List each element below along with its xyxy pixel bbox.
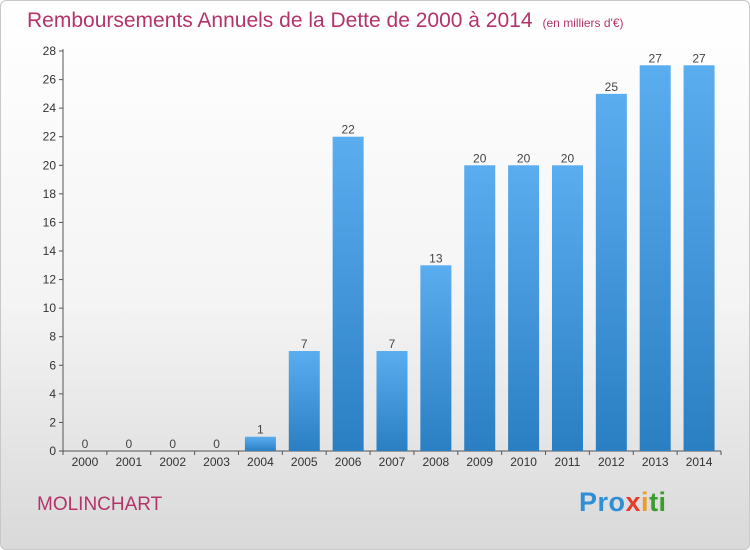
x-tick-label: 2012 — [598, 455, 625, 469]
chart-labels: 2000020010200202003020041200572006222007… — [72, 51, 713, 469]
value-label: 25 — [605, 80, 619, 94]
x-tick-label: 2009 — [466, 455, 493, 469]
x-tick-label: 2008 — [423, 455, 450, 469]
x-tick-label: 2003 — [203, 455, 230, 469]
bar-2008 — [420, 265, 452, 451]
proxiti-logo: Proxiti — [579, 487, 667, 517]
value-label: 7 — [301, 337, 308, 351]
bar-2014 — [683, 65, 715, 452]
value-label: 13 — [429, 251, 443, 265]
x-tick-label: 2010 — [510, 455, 537, 469]
value-label: 20 — [561, 151, 575, 165]
y-tick-label: 0 — [49, 444, 56, 458]
x-tick-label: 2001 — [115, 455, 142, 469]
x-tick-label: 2014 — [686, 455, 713, 469]
chart-bars — [244, 65, 715, 452]
bar-2010 — [508, 165, 540, 452]
bar-2013 — [639, 65, 671, 452]
y-tick-label: 2 — [49, 415, 56, 429]
y-tick-label: 8 — [49, 330, 56, 344]
x-tick-label: 2002 — [159, 455, 186, 469]
x-tick-label: 2007 — [379, 455, 406, 469]
y-tick-label: 4 — [49, 387, 56, 401]
y-tick-label: 16 — [43, 215, 57, 229]
x-tick-label: 2013 — [642, 455, 669, 469]
value-label: 27 — [692, 51, 706, 65]
chart-title-text: Remboursements Annuels de la Dette de 20… — [27, 9, 533, 32]
x-tick-label: 2004 — [247, 455, 274, 469]
x-tick-label: 2011 — [555, 455, 581, 469]
y-tick-label: 24 — [43, 101, 57, 115]
y-tick-label: 10 — [43, 301, 57, 315]
value-label: 1 — [257, 423, 264, 437]
value-label: 27 — [649, 51, 663, 65]
value-label: 0 — [125, 437, 132, 451]
value-label: 7 — [389, 337, 396, 351]
commune-name: MOLINCHART — [37, 494, 163, 515]
y-tick-label: 12 — [43, 273, 57, 287]
y-tick-label: 14 — [43, 244, 57, 258]
bar-2005 — [288, 351, 320, 451]
bar-2007 — [376, 351, 408, 451]
bar-2006 — [332, 136, 364, 451]
y-tick-label: 26 — [43, 73, 57, 87]
value-label: 20 — [517, 151, 531, 165]
y-tick-label: 6 — [49, 358, 56, 372]
y-tick-label: 20 — [43, 158, 57, 172]
y-tick-label: 28 — [43, 44, 57, 58]
bar-2009 — [464, 165, 496, 452]
bar-2012 — [595, 93, 627, 451]
value-label: 20 — [473, 151, 487, 165]
x-tick-label: 2005 — [291, 455, 318, 469]
chart-unit: (en milliers d'€) — [542, 16, 624, 30]
bar-2004 — [244, 436, 276, 451]
x-tick-label: 2006 — [335, 455, 362, 469]
value-label: 22 — [341, 123, 355, 137]
value-label: 0 — [169, 437, 176, 451]
bar-2011 — [551, 165, 583, 452]
chart-title: Remboursements Annuels de la Dette de 20… — [27, 9, 624, 33]
value-label: 0 — [82, 437, 89, 451]
x-tick-label: 2000 — [72, 455, 99, 469]
value-label: 0 — [213, 437, 220, 451]
y-tick-label: 18 — [43, 187, 57, 201]
y-tick-label: 22 — [43, 130, 57, 144]
